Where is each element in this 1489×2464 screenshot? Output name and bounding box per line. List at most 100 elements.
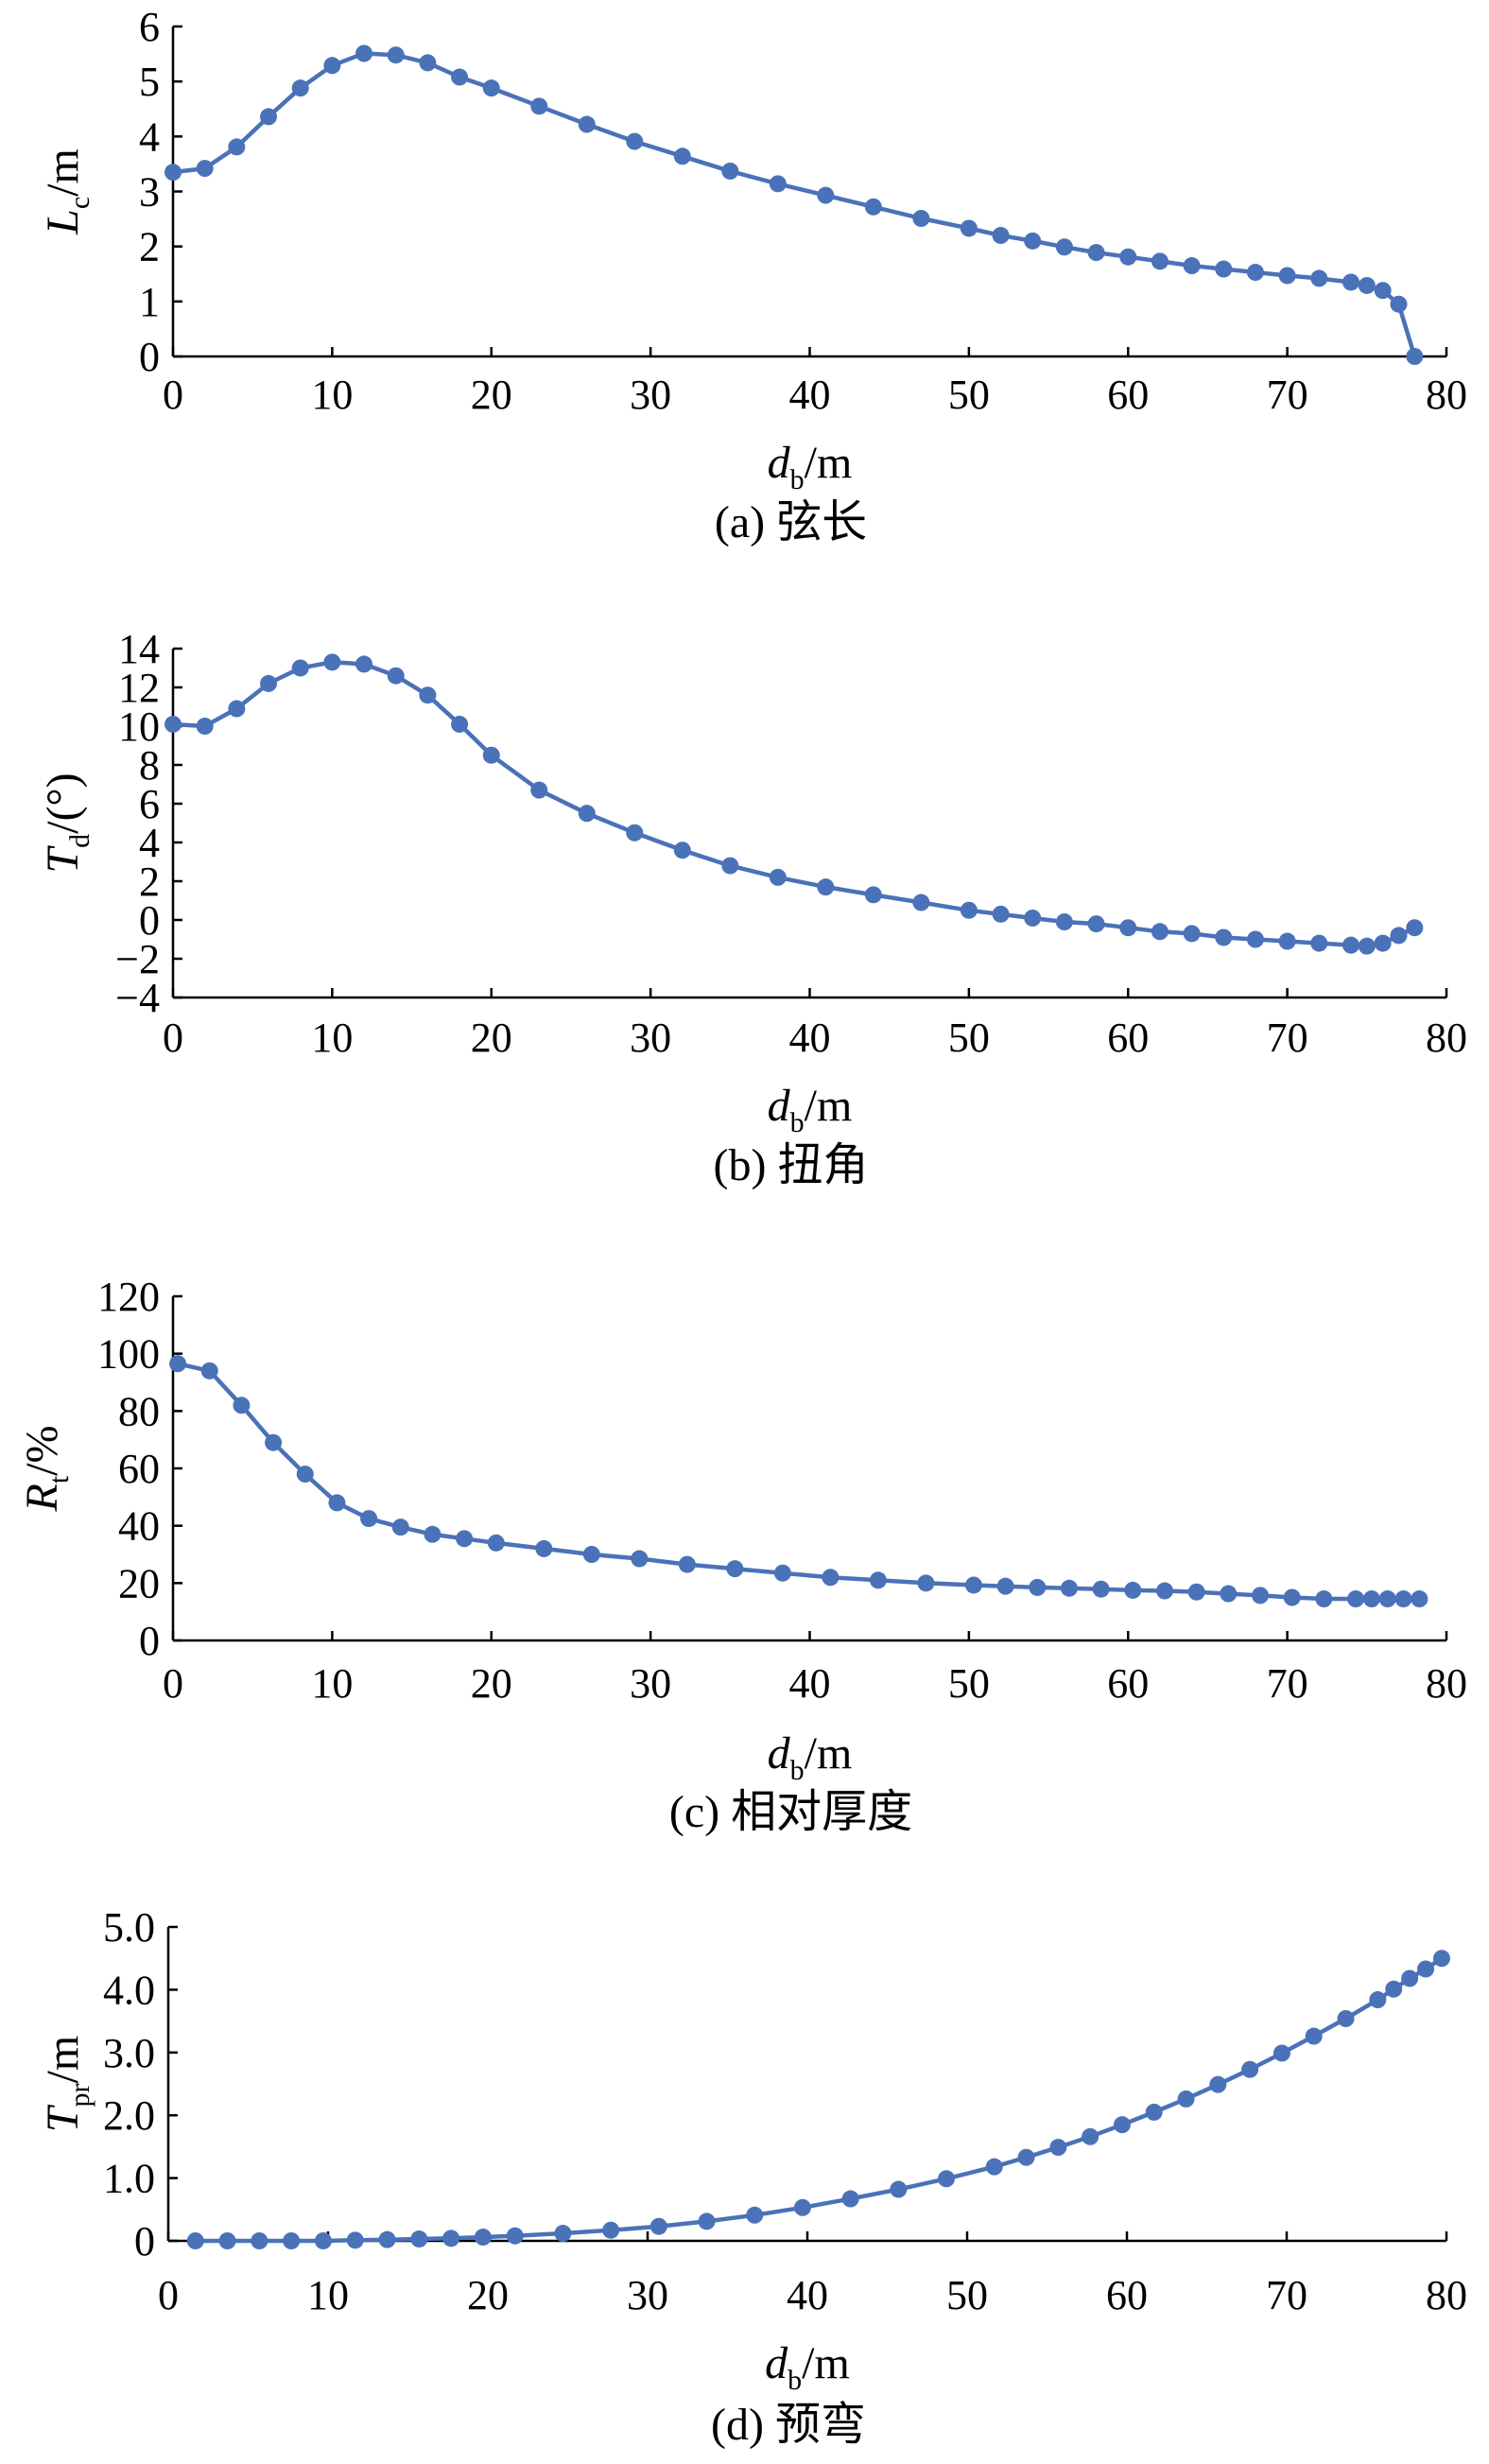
data-point — [1283, 1588, 1301, 1606]
x-tick-label: 0 — [163, 1015, 183, 1061]
data-point — [1087, 244, 1105, 262]
y-tick-label: 4 — [139, 113, 160, 160]
data-point — [314, 2232, 332, 2249]
data-point — [917, 1574, 935, 1592]
y-tick-label: 6 — [139, 4, 160, 50]
y-tick-label: 60 — [118, 1446, 160, 1492]
data-point — [1087, 915, 1105, 933]
y-tick-label: 2.0 — [103, 2092, 155, 2139]
data-point — [864, 198, 882, 216]
data-point — [291, 659, 309, 677]
data-point — [769, 868, 787, 886]
data-point — [265, 1433, 283, 1451]
x-tick-label: 10 — [311, 1015, 353, 1061]
data-point — [890, 2180, 908, 2198]
y-tick-label: 8 — [139, 742, 160, 789]
data-point — [323, 653, 341, 671]
data-point — [1177, 2090, 1195, 2108]
x-tick-label: 70 — [1267, 372, 1308, 418]
data-point — [1113, 2116, 1131, 2134]
data-point — [673, 147, 691, 165]
data-point — [964, 1576, 982, 1594]
data-point — [1406, 348, 1424, 365]
x-axis-title: db/m — [768, 1081, 853, 1138]
data-point — [474, 2229, 492, 2247]
data-point — [1082, 2127, 1099, 2145]
data-point — [424, 1525, 442, 1543]
chart-panel-3: 0 20 40 60 80 100 120 0 10 20 30 40 50 60 70 80 db/m Rt/%… — [17, 1274, 1467, 1837]
y-tick-label: 12 — [118, 665, 160, 711]
data-point — [1220, 1585, 1238, 1603]
panel-caption: (b) 扭角 — [714, 1140, 869, 1190]
data-point — [1246, 930, 1264, 948]
data-point — [1215, 260, 1233, 278]
data-point — [328, 1494, 346, 1512]
data-point — [1390, 295, 1408, 313]
y-tick-label: 1 — [139, 279, 160, 325]
data-point — [482, 79, 500, 97]
data-point — [360, 1510, 378, 1528]
data-point — [442, 2230, 460, 2247]
data-point — [387, 46, 405, 64]
data-point — [482, 746, 500, 764]
x-tick-label: 70 — [1267, 1660, 1308, 1707]
data-point — [535, 1539, 553, 1557]
series-line — [172, 51, 1417, 357]
data-point — [196, 160, 214, 178]
data-point — [1155, 1582, 1173, 1600]
data-point — [793, 2198, 811, 2216]
data-point — [1417, 1960, 1435, 1978]
data-point — [506, 2227, 524, 2245]
data-point — [291, 79, 309, 97]
data-point — [1124, 1581, 1142, 1599]
data-point — [1278, 267, 1296, 285]
data-point — [869, 1571, 887, 1589]
y-tick-label: 80 — [118, 1388, 160, 1434]
data-point — [1337, 2009, 1355, 2027]
data-point — [1385, 1980, 1403, 1998]
y-axis-title: Tpr/m — [38, 2036, 95, 2132]
data-point — [218, 2232, 236, 2249]
data-point — [582, 1546, 600, 1563]
series-line — [177, 1362, 1420, 1602]
x-tick-label: 0 — [163, 1660, 183, 1707]
x-axis-title: db/m — [768, 1728, 853, 1786]
data-point — [387, 667, 405, 685]
data-point — [721, 162, 739, 180]
x-tick-label: 40 — [789, 1015, 831, 1061]
data-point — [631, 1550, 649, 1568]
panel-caption: (c) 相对厚度 — [669, 1787, 912, 1837]
data-point — [726, 1560, 744, 1578]
data-point — [1342, 936, 1359, 954]
data-point — [1049, 2139, 1067, 2157]
data-point — [1394, 1590, 1412, 1608]
x-tick-label: 40 — [789, 1660, 831, 1707]
x-tick-label: 30 — [630, 372, 671, 418]
x-tick-label: 40 — [789, 372, 831, 418]
x-tick-label: 80 — [1426, 1015, 1467, 1061]
data-point — [938, 2170, 956, 2188]
data-point — [721, 857, 739, 875]
x-axis-title: db/m — [768, 438, 853, 495]
data-point — [1017, 2148, 1035, 2166]
data-point — [673, 842, 691, 859]
x-tick-label: 20 — [471, 372, 512, 418]
data-point — [260, 674, 278, 692]
data-point — [992, 905, 1010, 923]
data-point — [228, 138, 246, 156]
data-point — [164, 164, 182, 182]
x-tick-label: 50 — [948, 372, 990, 418]
data-point — [419, 686, 437, 704]
data-point — [196, 718, 214, 735]
x-tick-label: 70 — [1266, 2272, 1307, 2318]
x-tick-label: 20 — [467, 2272, 509, 2318]
data-point — [1055, 913, 1073, 931]
data-point — [1369, 1991, 1387, 2009]
y-tick-label: 0 — [139, 334, 160, 380]
data-point — [1029, 1578, 1047, 1596]
x-tick-label: 0 — [163, 372, 183, 418]
x-axis-title: db/m — [765, 2338, 850, 2396]
series-line — [172, 660, 1416, 948]
data-point — [487, 1534, 505, 1552]
